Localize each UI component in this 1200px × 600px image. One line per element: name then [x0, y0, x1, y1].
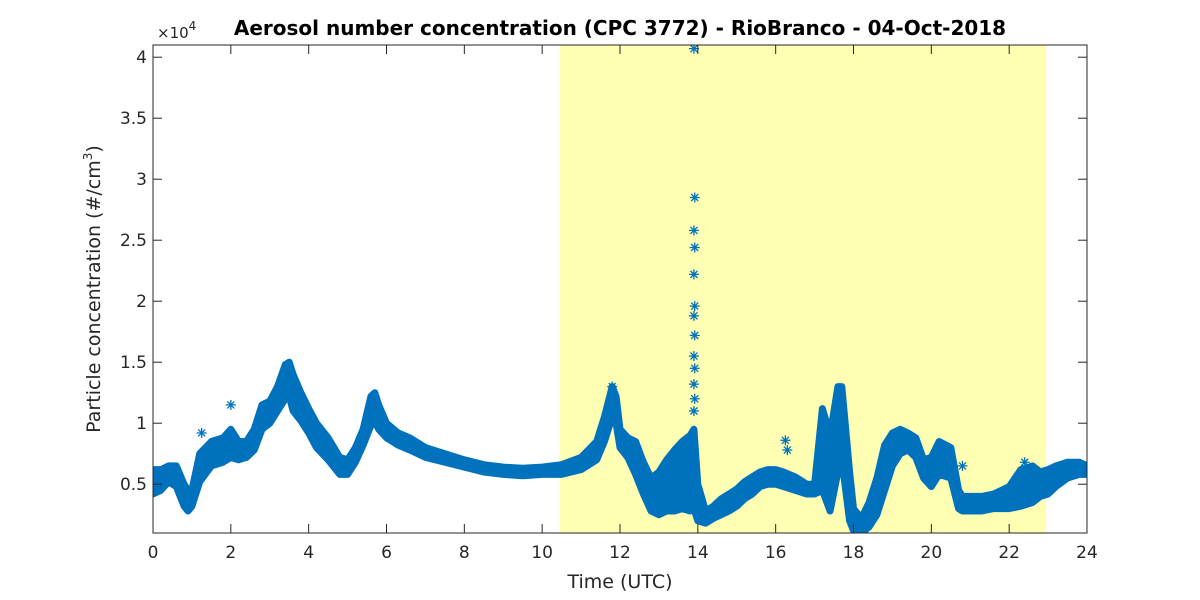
x-tick-label: 10: [531, 543, 553, 563]
x-tick-label: 12: [609, 543, 631, 563]
y-tick-label: 2.5: [120, 231, 147, 251]
data-point: [689, 192, 700, 203]
x-tick-label: 8: [459, 543, 470, 563]
x-tick-label: 24: [1076, 543, 1098, 563]
y-axis-multiplier-base: ×10: [157, 24, 189, 42]
data-point: [780, 435, 791, 446]
y-tick-label: 4: [136, 48, 147, 68]
y-tick-label: 3.5: [120, 109, 147, 129]
data-point: [1019, 457, 1030, 468]
x-tick-label: 20: [921, 543, 943, 563]
data-point: [689, 363, 700, 374]
x-tick-label: 2: [225, 543, 236, 563]
data-point: [689, 242, 700, 253]
data-point: [688, 406, 699, 416]
x-tick-label: 16: [765, 543, 787, 563]
chart-title: Aerosol number concentration (CPC 3772) …: [234, 16, 1006, 40]
y-tick-label: 1.5: [120, 353, 147, 373]
data-point: [688, 379, 699, 390]
x-tick-label: 18: [843, 543, 865, 563]
x-tick-label: 6: [381, 543, 392, 563]
y-axis-multiplier-exponent: 4: [189, 19, 197, 33]
x-tick-label: 22: [998, 543, 1020, 563]
y-axis-multiplier: ×104: [157, 19, 196, 42]
y-tick-label: 3: [136, 170, 147, 190]
y-axis-label-superscript: 3: [81, 153, 95, 161]
y-axis-label-main: Particle concentration (#/cm: [83, 160, 105, 433]
x-tick-label: 0: [148, 543, 159, 563]
data-point: [689, 393, 700, 404]
data-point: [689, 301, 700, 312]
concentration-band: [153, 358, 1087, 533]
y-tick-label: 1: [136, 414, 147, 434]
y-tick-label: 2: [136, 292, 147, 312]
data-point: [607, 381, 618, 392]
data-point: [782, 445, 793, 456]
y-tick-label: 0.5: [120, 475, 147, 495]
axes: 0 2 4 6 8 10 12 14 16 18 20 22 240.511.522.533.54: [120, 45, 1098, 563]
data-point: [688, 351, 699, 362]
x-axis-label: Time (UTC): [566, 571, 672, 593]
data-point: [225, 399, 236, 410]
data-point: [688, 269, 699, 280]
x-tick-label: 4: [303, 543, 314, 563]
y-axis-label: Particle concentration (#/cm3): [81, 145, 105, 433]
x-tick-label: 14: [687, 543, 709, 563]
plot-area: [153, 45, 1087, 533]
data-point: [689, 330, 700, 341]
data-point: [688, 225, 699, 236]
data-point: [957, 460, 968, 471]
y-axis-label-end: ): [83, 145, 105, 152]
data-point: [196, 427, 207, 438]
data-point: [688, 310, 699, 321]
data-series: [153, 45, 1087, 533]
